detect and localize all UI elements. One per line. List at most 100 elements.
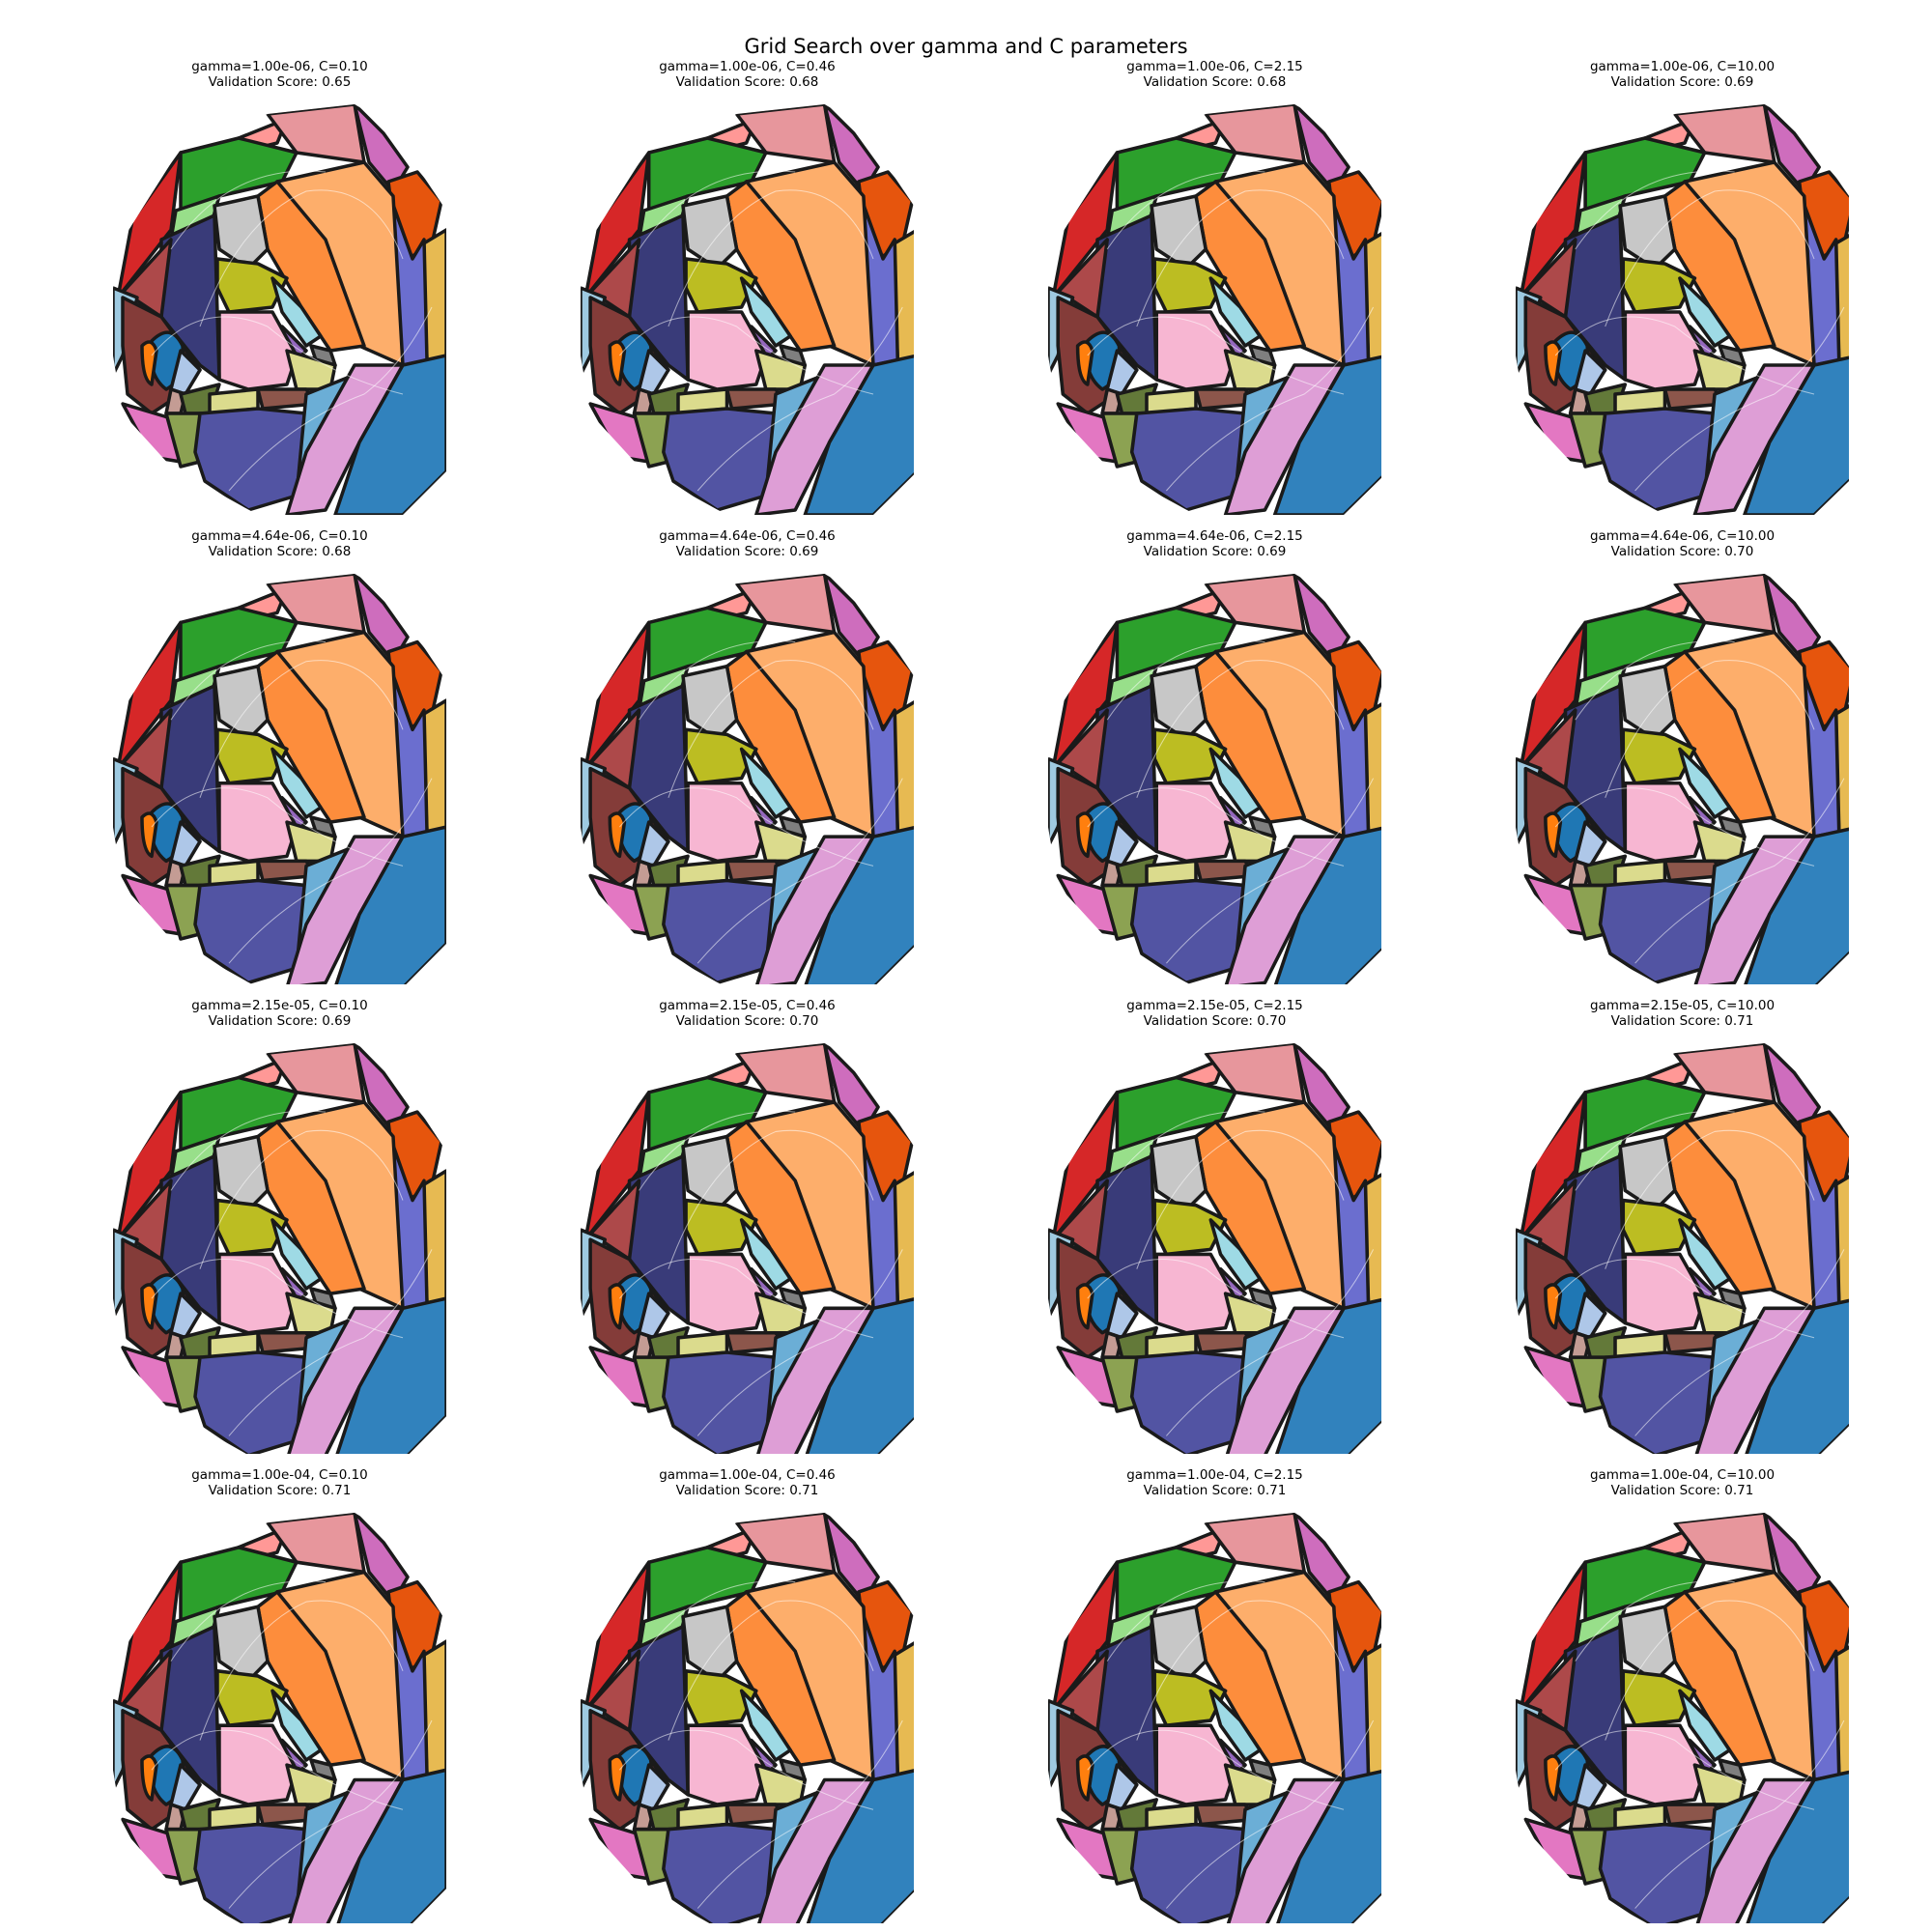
decision-region: [724, 1120, 837, 1295]
decision-region: [270, 1689, 323, 1762]
decision-region: [686, 1723, 768, 1806]
decision-region: [1154, 1723, 1237, 1806]
contour-line: [668, 660, 874, 799]
decision-region: [1272, 1768, 1381, 1923]
contour-line: [619, 1259, 874, 1339]
contour-line: [1634, 306, 1845, 492]
figure-title: Grid Search over gamma and C parameters: [744, 35, 1188, 58]
decision-region-map: [581, 104, 914, 515]
contour-line: [228, 1249, 433, 1436]
contour-line: [619, 787, 874, 867]
contour-line: [170, 640, 327, 721]
contour-line: [170, 1110, 327, 1191]
contour-line: [1605, 189, 1815, 327]
decision-region: [256, 649, 366, 824]
decision-region: [1208, 276, 1263, 348]
contour-line: [1136, 1600, 1345, 1741]
panel-params-label: gamma=4.64e-06, C=0.10: [191, 528, 368, 544]
decision-region: [1150, 194, 1208, 270]
decision-region-map: [581, 1513, 914, 1923]
decision-region: [270, 276, 323, 348]
decision-region: [213, 664, 270, 742]
panel-score-label: Validation Score: 0.71: [1610, 1013, 1754, 1029]
contour-line: [199, 189, 404, 327]
decision-region: [1623, 1723, 1707, 1806]
decision-region: [1208, 1689, 1263, 1762]
decision-region: [140, 340, 158, 386]
decision-region: [739, 276, 792, 348]
decision-region: [1678, 276, 1732, 348]
decision-region: [1150, 664, 1208, 742]
decision-region: [1272, 825, 1381, 984]
contour-line: [151, 316, 404, 395]
decision-region: [608, 811, 627, 859]
panel-title: gamma=1.00e-04, C=0.46 Validation Score: …: [574, 1467, 922, 1498]
contour-line: [639, 1580, 796, 1662]
contour-line: [1136, 1129, 1345, 1269]
decision-region: [1662, 649, 1776, 824]
decision-region: [739, 1218, 792, 1291]
contour-line: [1087, 787, 1345, 867]
decision-region: [1623, 310, 1707, 391]
panel-score-label: Validation Score: 0.65: [208, 74, 352, 90]
panel-score-label: Validation Score: 0.70: [1610, 544, 1754, 559]
contour-line: [1605, 1129, 1815, 1269]
decision-region: [213, 194, 270, 270]
contour-line: [1087, 316, 1345, 395]
decision-region: [686, 781, 768, 864]
panel-params-label: gamma=1.00e-04, C=2.15: [1126, 1467, 1303, 1483]
contour-line: [228, 306, 433, 492]
decision-region: [1544, 811, 1563, 859]
contour-line: [1634, 778, 1845, 964]
contour-line: [199, 1129, 404, 1269]
contour-line: [1106, 640, 1265, 721]
decision-region: [724, 180, 837, 353]
decision-region: [608, 1754, 627, 1802]
decision-region: [1618, 194, 1677, 270]
panel-score-label: Validation Score: 0.69: [1143, 544, 1287, 559]
decision-region: [1678, 747, 1732, 819]
contour-line: [170, 1580, 327, 1662]
contour-line: [696, 778, 903, 964]
panel-params-label: gamma=2.15e-05, C=0.46: [659, 998, 836, 1013]
panel-score-label: Validation Score: 0.68: [208, 544, 352, 559]
decision-region: [803, 825, 914, 984]
panel-score-label: Validation Score: 0.68: [1143, 74, 1287, 90]
decision-region: [1743, 1768, 1849, 1923]
decision-region: [681, 1134, 739, 1212]
contour-line: [199, 660, 404, 799]
panel-score-label: Validation Score: 0.69: [208, 1013, 352, 1029]
decision-region: [1618, 1134, 1677, 1212]
panel-score-label: Validation Score: 0.70: [675, 1013, 819, 1029]
decision-region-map: [581, 1043, 914, 1454]
contour-line: [1166, 306, 1375, 492]
panel-score-label: Validation Score: 0.68: [675, 74, 819, 90]
contour-line: [1087, 1259, 1345, 1339]
decision-region: [1544, 1283, 1563, 1330]
panel-params-label: gamma=4.64e-06, C=10.00: [1589, 528, 1776, 544]
decision-region: [256, 180, 366, 353]
panel-title: gamma=1.00e-06, C=0.46 Validation Score: …: [574, 59, 922, 90]
decision-region: [1075, 1283, 1094, 1330]
panel-title: gamma=2.15e-05, C=2.15 Validation Score: …: [1041, 998, 1389, 1029]
panel-title: gamma=1.00e-04, C=2.15 Validation Score: …: [1041, 1467, 1389, 1498]
panel-title: gamma=2.15e-05, C=0.10 Validation Score: …: [106, 998, 454, 1029]
decision-region: [270, 1218, 323, 1291]
decision-region: [1208, 747, 1263, 819]
panel-score-label: Validation Score: 0.71: [1143, 1483, 1287, 1498]
contour-line: [1575, 1110, 1735, 1191]
contour-line: [1166, 778, 1375, 964]
decision-region: [739, 1689, 792, 1762]
decision-region: [1544, 340, 1563, 386]
panel-score-label: Validation Score: 0.71: [675, 1483, 819, 1498]
decision-region-map: [1516, 1513, 1849, 1923]
decision-region: [1662, 1120, 1776, 1295]
decision-region: [140, 811, 158, 859]
decision-region-map: [1516, 574, 1849, 984]
contour-line: [1166, 1719, 1375, 1909]
contour-line: [1605, 660, 1815, 799]
contour-line: [1554, 1259, 1815, 1339]
decision-region: [803, 1768, 914, 1923]
decision-region: [681, 1605, 739, 1683]
panel-params-label: gamma=2.15e-05, C=10.00: [1589, 998, 1776, 1013]
